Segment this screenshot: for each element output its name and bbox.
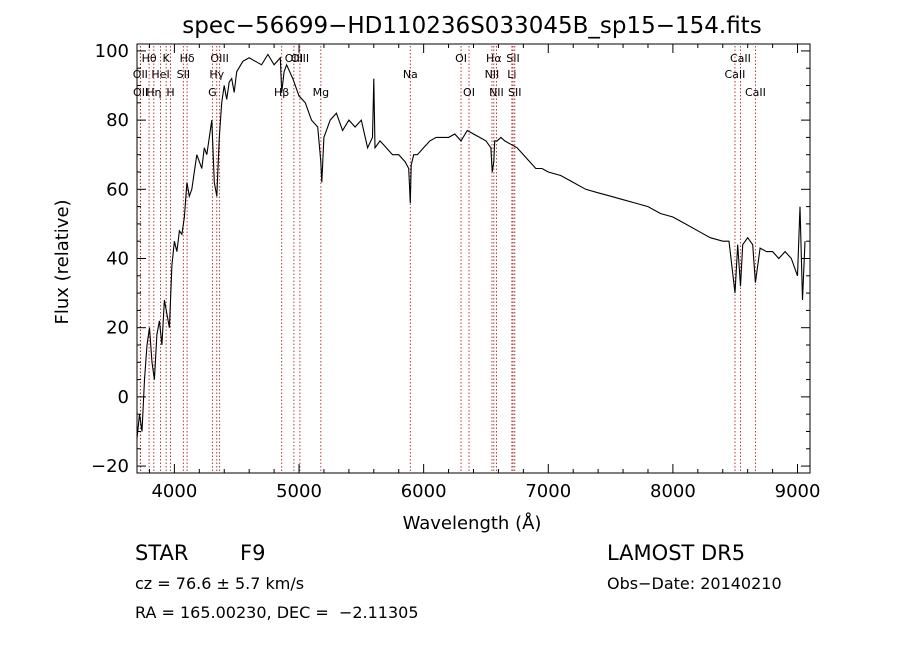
line-marker-label: OIII [285, 52, 303, 65]
spectrum-line-group [136, 53, 806, 439]
x-tick-label: 6000 [401, 481, 447, 502]
line-marker-label: Na [403, 68, 418, 81]
line-marker-label: G [208, 86, 217, 99]
x-axis: 4000 5000 6000 7000 8000 9000 [148, 44, 821, 502]
chart-title: spec−56699−HD110236S033045B_sp15−154.fit… [182, 13, 761, 39]
y-tick-label: 80 [106, 110, 129, 131]
line-marker-label: OIII [210, 52, 228, 65]
line-marker-label: CaII [745, 86, 766, 99]
observation-date: Obs−Date: 20140210 [607, 574, 782, 593]
line-marker-label: HeI [151, 68, 169, 81]
x-axis-label: Wavelength (Å) [403, 512, 542, 534]
coordinates: RA = 165.00230, DEC = −2.11305 [135, 603, 419, 622]
y-axis: −20 0 20 40 60 80 100 [91, 41, 810, 477]
y-tick-label: 40 [106, 249, 129, 270]
line-marker-label: Hα [486, 52, 502, 65]
line-marker-label: NII [485, 68, 500, 81]
x-tick-label: 4000 [151, 481, 197, 502]
line-marker-label: OIII [291, 52, 309, 65]
y-tick-label: −20 [91, 456, 129, 477]
line-marker-label: CaII [725, 68, 746, 81]
line-marker-label: Hβ [274, 86, 289, 99]
y-tick-label: 100 [95, 41, 129, 62]
line-marker-label: Li [507, 68, 516, 81]
survey-name: LAMOST DR5 [607, 541, 746, 565]
line-marker-label: Hθ [142, 52, 157, 65]
line-marker-label: K [163, 52, 171, 65]
x-tick-label: 5000 [276, 481, 322, 502]
x-tick-label: 7000 [525, 481, 571, 502]
line-marker-label: Hη [146, 86, 161, 99]
subclass: F9 [240, 541, 266, 565]
y-tick-label: 0 [118, 387, 129, 408]
y-tick-label: 60 [106, 179, 129, 200]
x-tick-label: 8000 [650, 481, 696, 502]
y-axis-label: Flux (relative) [52, 199, 73, 324]
line-marker-label: SII [508, 86, 521, 99]
line-marker-label: CaII [730, 52, 751, 65]
line-marker-label: Hγ [209, 68, 224, 81]
y-tick-label: 20 [106, 318, 129, 339]
line-marker-label: Hδ [180, 52, 195, 65]
plot-frame [136, 43, 811, 474]
line-marker-label: Mg [313, 86, 329, 99]
spectrum-line [136, 53, 806, 439]
line-marker-label: OI [455, 52, 467, 65]
line-marker-label: OI [463, 86, 475, 99]
x-tick-label: 9000 [775, 481, 821, 502]
line-marker-label: H [166, 86, 174, 99]
object-class: STAR [135, 541, 189, 565]
line-marker-label: SII [177, 68, 190, 81]
line-marker-label: SII [506, 52, 519, 65]
line-marker-label: NII [489, 86, 504, 99]
redshift-value: cz = 76.6 ± 5.7 km/s [135, 574, 305, 593]
